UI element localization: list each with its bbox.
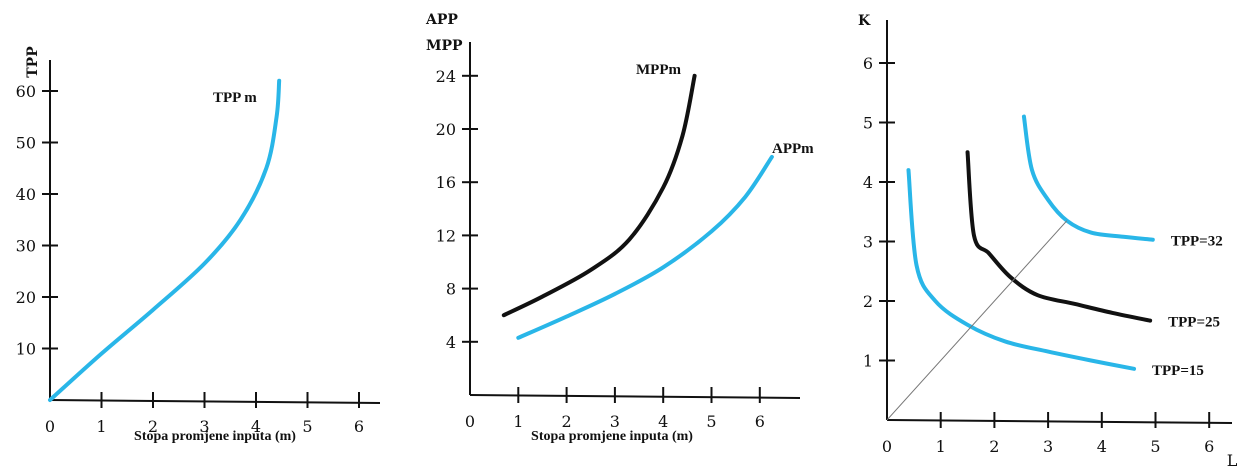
series-label: TPP m [213, 90, 257, 106]
series-line [501, 73, 697, 318]
x-tick-label: 1 [936, 437, 946, 456]
y-axis-title: APP [425, 12, 458, 28]
x-tick-label: 0 [882, 437, 892, 456]
x-tick-label: 4 [1097, 437, 1107, 456]
chart-tpp: 0 1 2 3 4 5 6 10 20 30 40 50 60 TPP Stopa promjene inp… [16, 46, 381, 444]
x-tick-label: 2 [562, 412, 572, 431]
x-tick-label: 3 [199, 417, 209, 436]
y-axis-title: TPP [25, 46, 41, 78]
y-axis-title: MPP [426, 38, 463, 54]
y-tick-label: 20 [436, 120, 456, 139]
y-tick-label: 4 [446, 333, 456, 352]
y-tick-label: 60 [16, 82, 36, 101]
series-line [965, 150, 1153, 323]
x-axis [469, 394, 801, 399]
x-tick-label: 0 [465, 412, 475, 431]
x-tick-label: 6 [1204, 437, 1214, 456]
chart-isoquants: 0 1 2 3 4 5 6 1 2 3 4 5 6 K L TPP=32 TPP=25 TPP=15 [858, 13, 1238, 470]
y-tick-label: 2 [863, 292, 873, 311]
x-tick-label: 5 [1150, 437, 1160, 456]
x-tick-label: 2 [989, 437, 999, 456]
y-tick-label: 3 [863, 233, 873, 252]
x-axis [49, 399, 381, 404]
y-tick-label: 1 [863, 352, 873, 371]
y-tick-label: 16 [436, 173, 456, 192]
y-tick-label: 24 [436, 67, 456, 86]
ray-line [886, 220, 1068, 421]
y-tick-label: 20 [16, 288, 36, 307]
series-line [516, 154, 774, 340]
x-axis-title: Stopa promjene inputa (m) [134, 429, 296, 444]
x-tick-label: 4 [251, 417, 261, 436]
series-label: TPP=25 [1168, 315, 1220, 331]
series-label: MPPm [636, 62, 681, 78]
y-tick-label: 6 [863, 54, 873, 73]
x-axis-title: Stopa promjene inputa (m) [531, 429, 693, 444]
series-line [1021, 114, 1155, 242]
y-tick-label: 4 [863, 173, 873, 192]
x-tick-label: 5 [302, 417, 312, 436]
x-tick-label: 2 [148, 417, 158, 436]
y-tick-label: 8 [446, 280, 456, 299]
series-line [906, 168, 1137, 371]
x-tick-label: 1 [96, 417, 106, 436]
y-tick-label: 30 [16, 237, 36, 256]
x-axis-title: L [1227, 451, 1238, 470]
x-tick-label: 6 [755, 412, 765, 431]
y-tick-label: 12 [436, 226, 456, 245]
x-tick-label: 5 [706, 412, 716, 431]
x-tick-label: 0 [45, 417, 55, 436]
x-tick-label: 3 [1043, 437, 1053, 456]
series-label: TPP=15 [1152, 363, 1204, 379]
x-axis [886, 419, 1233, 424]
x-tick-label: 1 [513, 412, 523, 431]
x-tick-label: 4 [658, 412, 668, 431]
series-line [48, 78, 282, 402]
y-tick-label: 5 [863, 114, 873, 133]
series-label: TPP=32 [1171, 234, 1223, 250]
y-axis-title: K [858, 13, 871, 29]
y-tick-label: 40 [16, 185, 36, 204]
x-tick-label: 3 [610, 412, 620, 431]
y-tick-label: 10 [16, 340, 36, 359]
series-label: APPm [772, 141, 814, 157]
x-tick-label: 6 [354, 417, 364, 436]
y-tick-label: 50 [16, 134, 36, 153]
